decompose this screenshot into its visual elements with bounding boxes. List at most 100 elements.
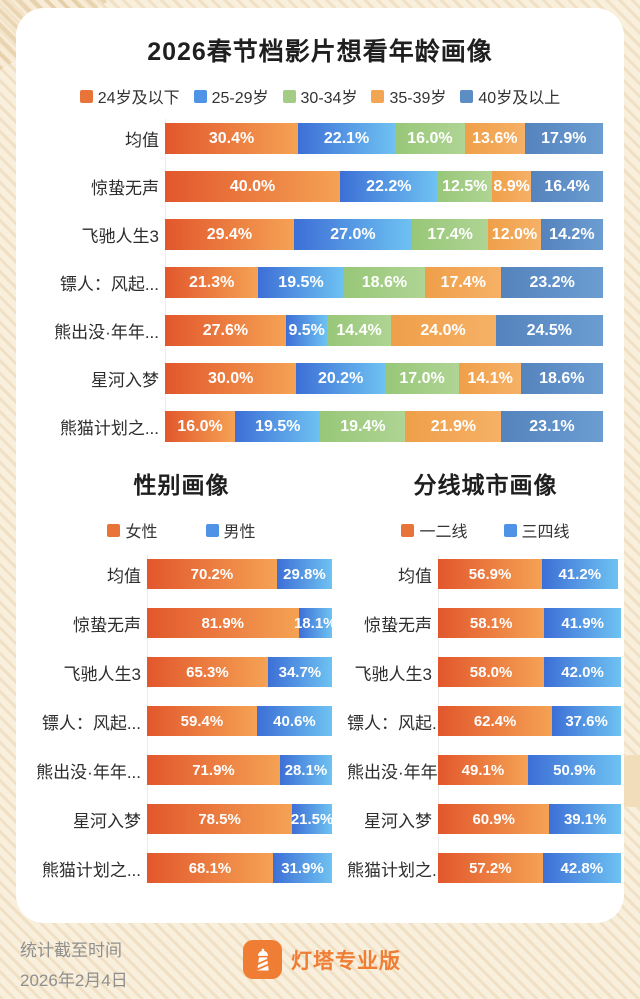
legend-item: 一二线 [401,518,468,542]
bar-segment: 9.5% [285,315,328,346]
chart-row: 镖人：风起... 21.3% 19.5% 18.6% 17.4% 23.2% [16,267,603,298]
bar-segment: 12.0% [488,219,541,250]
row-label: 飞驰人生3 [81,227,159,246]
bar-track: 78.5% 21.5% [147,804,333,834]
legend-swatch-icon [205,523,219,537]
row-label: 星河入梦 [364,811,432,831]
city-chart-rows: 均值 56.9% 41.2% 惊蛰无声 58.1% 41.9% 飞驰人生3 58.0% 42.0… [347,555,624,883]
bar-segment: 60.9% [438,804,550,834]
legend-item: 24岁及以下 [79,84,180,108]
legend-swatch-icon [107,523,121,537]
bar-segment: 13.6% [465,123,525,154]
legend-swatch-icon [79,89,93,103]
legend-label: 35-39岁 [389,90,447,107]
row-label: 熊出没·年年... [347,762,452,782]
legend-item: 30-34岁 [282,84,358,108]
bar-segment: 68.1% [147,853,273,883]
bar-segment: 29.4% [165,219,294,250]
bar-track: 71.9% 28.1% [147,755,332,785]
legend-item: 女性 [107,518,158,542]
chart-row: 飞驰人生3 29.4% 27.0% 17.4% 12.0% 14.2% [16,219,603,250]
chart-row: 镖人：风起... 62.4% 37.6% [347,706,621,736]
chart-row: 均值 56.9% 41.2% [347,559,621,589]
age-chart: 24岁及以下 25-29岁 30-34岁 35-39岁 40岁及以上 均值 30.4% 22… [16,84,624,442]
bar-segment: 21.3% [165,267,259,298]
row-label: 镖人：风起... [41,713,141,733]
bar-segment: 16.0% [394,123,466,154]
bar-segment: 30.0% [165,363,297,394]
bar-segment: 49.1% [438,755,528,785]
bar-segment: 21.5% [291,804,333,834]
row-label: 惊蛰无声 [364,615,432,635]
legend-label: 女性 [125,524,158,541]
bar-segment: 16.0% [165,411,236,442]
row-label: 飞驰人生3 [354,664,432,684]
bar-segment: 27.0% [293,219,413,250]
legend-label: 男性 [223,524,256,541]
age-chart-title: 2026春节档影片想看年龄画像 [147,38,493,66]
row-label: 熊猫计划之... [59,419,159,438]
bar-segment: 50.9% [527,755,621,785]
city-chart: 分线城市画像 一二线 三四线 均值 56.9% 41.2% 惊蛰无声 58.1% 41.9%… [347,466,624,902]
legend-item: 25-29岁 [193,84,269,108]
bar-segment: 29.8% [276,559,332,589]
bar-segment: 28.1% [280,755,332,785]
bar-segment: 18.6% [521,363,603,394]
row-label: 星河入梦 [91,371,159,390]
footer-stat-date: 2026年2月4日 [20,971,128,990]
bar-segment: 8.9% [492,171,532,202]
legend-label: 30-34岁 [300,90,358,107]
bar-segment: 81.9% [147,608,299,638]
chart-row: 熊出没·年年... 27.6% 9.5% 14.4% 24.0% 24.5% [16,315,603,346]
bar-track: 65.3% 34.7% [147,657,332,687]
row-label: 熊出没·年年... [54,323,159,342]
chart-row: 星河入梦 30.0% 20.2% 17.0% 14.1% 18.6% [16,363,603,394]
row-label: 飞驰人生3 [63,664,141,684]
bar-segment: 56.9% [438,559,543,589]
chart-row: 熊猫计划之... 57.2% 42.8% [347,853,621,883]
bar-track: 27.6% 9.5% 14.4% 24.0% 24.5% [165,315,603,346]
bar-segment: 62.4% [438,706,553,736]
chart-row: 星河入梦 60.9% 39.1% [347,804,621,834]
row-label: 熊猫计划之... [41,860,141,880]
legend-swatch-icon [460,89,474,103]
chart-row: 均值 30.4% 22.1% 16.0% 13.6% 17.9% [16,123,603,154]
legend-label: 24岁及以下 [97,90,180,107]
row-label: 均值 [398,566,432,586]
infographic-card: 2026春节档影片想看年龄画像 24岁及以下 25-29岁 30-34岁 35-39岁… [16,8,624,923]
bar-segment: 30.4% [165,123,299,154]
bar-segment: 65.3% [147,657,268,687]
bar-segment: 24.5% [495,315,603,346]
gender-chart-title: 性别画像 [133,472,230,498]
bar-segment: 19.5% [258,267,344,298]
chart-row: 飞驰人生3 65.3% 34.7% [16,657,332,687]
gender-chart-legend: 女性 男性 [16,518,347,542]
chart-row: 熊猫计划之... 68.1% 31.9% [16,853,332,883]
legend-item: 三四线 [503,518,570,542]
bar-track: 81.9% 18.1% [147,608,337,638]
gender-chart: 性别画像 女性 男性 均值 70.2% 29.8% 惊蛰无声 81.9% 18.1% 飞驰人生… [16,466,347,902]
bar-segment: 40.6% [256,706,332,736]
bar-segment: 78.5% [147,804,293,834]
row-label: 镖人：风起... [59,275,159,294]
brand-name: 灯塔专业版 [291,949,401,973]
bar-segment: 16.4% [531,171,603,202]
bar-segment: 17.4% [412,219,489,250]
city-chart-legend: 一二线 三四线 [347,518,624,542]
bar-track: 60.9% 39.1% [438,804,621,834]
legend-swatch-icon [503,523,517,537]
bar-segment: 19.5% [235,411,321,442]
legend-swatch-icon [193,89,207,103]
bar-segment: 18.1% [294,608,337,638]
row-label: 惊蛰无声 [91,179,159,198]
bar-segment: 27.6% [165,315,286,346]
footer-stat: 统计截至时间 2026年2月4日 [20,936,128,996]
bar-segment: 57.2% [438,853,543,883]
bar-track: 59.4% 40.6% [147,706,332,736]
bar-segment: 18.6% [343,267,426,298]
legend-label: 40岁及以上 [478,90,561,107]
bar-segment: 71.9% [147,755,280,785]
legend-label: 一二线 [419,524,468,541]
right-edge-decoration [620,755,640,807]
bar-segment: 70.2% [147,559,277,589]
